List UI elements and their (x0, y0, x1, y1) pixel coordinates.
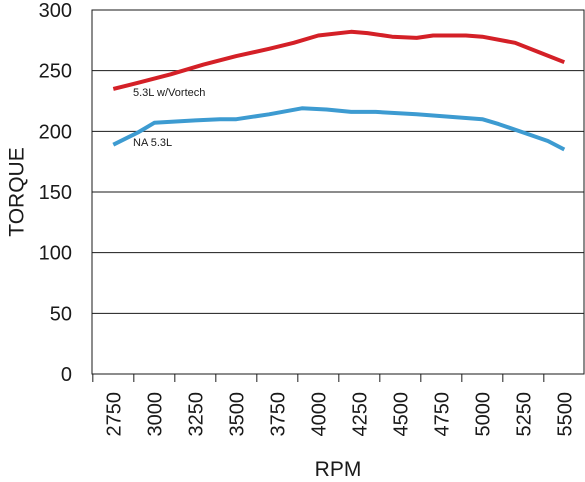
x-tick-label: 4750 (431, 392, 453, 437)
series-label: 5.3L w/Vortech (133, 87, 205, 99)
x-tick-label: 3250 (185, 392, 207, 437)
x-tick-label: 4500 (390, 392, 412, 437)
y-tick-label: 300 (39, 0, 72, 22)
x-tick-label: 4250 (349, 392, 371, 437)
y-tick-label: 150 (39, 182, 72, 204)
x-tick-label: 5500 (554, 392, 576, 437)
series-line-vortech (112, 29, 566, 91)
x-tick-labels: 2750 3000 3250 3500 3750 4000 4250 4500 4750 5000… (103, 392, 576, 437)
x-axis-title: RPM (315, 458, 362, 481)
y-tick-label: 0 (61, 364, 72, 386)
x-tick-label: 3500 (226, 392, 248, 437)
series-label: NA 5.3L (133, 137, 172, 149)
series-lines (112, 29, 566, 152)
y-tick-label: 200 (39, 121, 72, 143)
x-tick-label: 3750 (267, 392, 289, 437)
gridlines (92, 70, 584, 314)
series-labels: 5.3L w/Vortech NA 5.3L (133, 87, 205, 149)
y-tick-label: 100 (39, 243, 72, 265)
y-axis-title: TORQUE (5, 147, 28, 236)
x-tick-label: 2750 (103, 392, 125, 437)
x-tick-label: 4000 (308, 392, 330, 437)
x-tick-label: 5000 (472, 392, 494, 437)
x-tick-label: 5250 (513, 392, 535, 437)
plot-area-frame (91, 9, 585, 375)
x-tick-label: 3000 (144, 392, 166, 437)
y-tick-label: 250 (39, 61, 72, 83)
series-line-na (112, 106, 566, 152)
x-tick-marks (92, 374, 545, 382)
y-tick-labels: 0 50 100 150 200 250 300 (39, 0, 72, 386)
y-tick-label: 50 (50, 303, 72, 325)
